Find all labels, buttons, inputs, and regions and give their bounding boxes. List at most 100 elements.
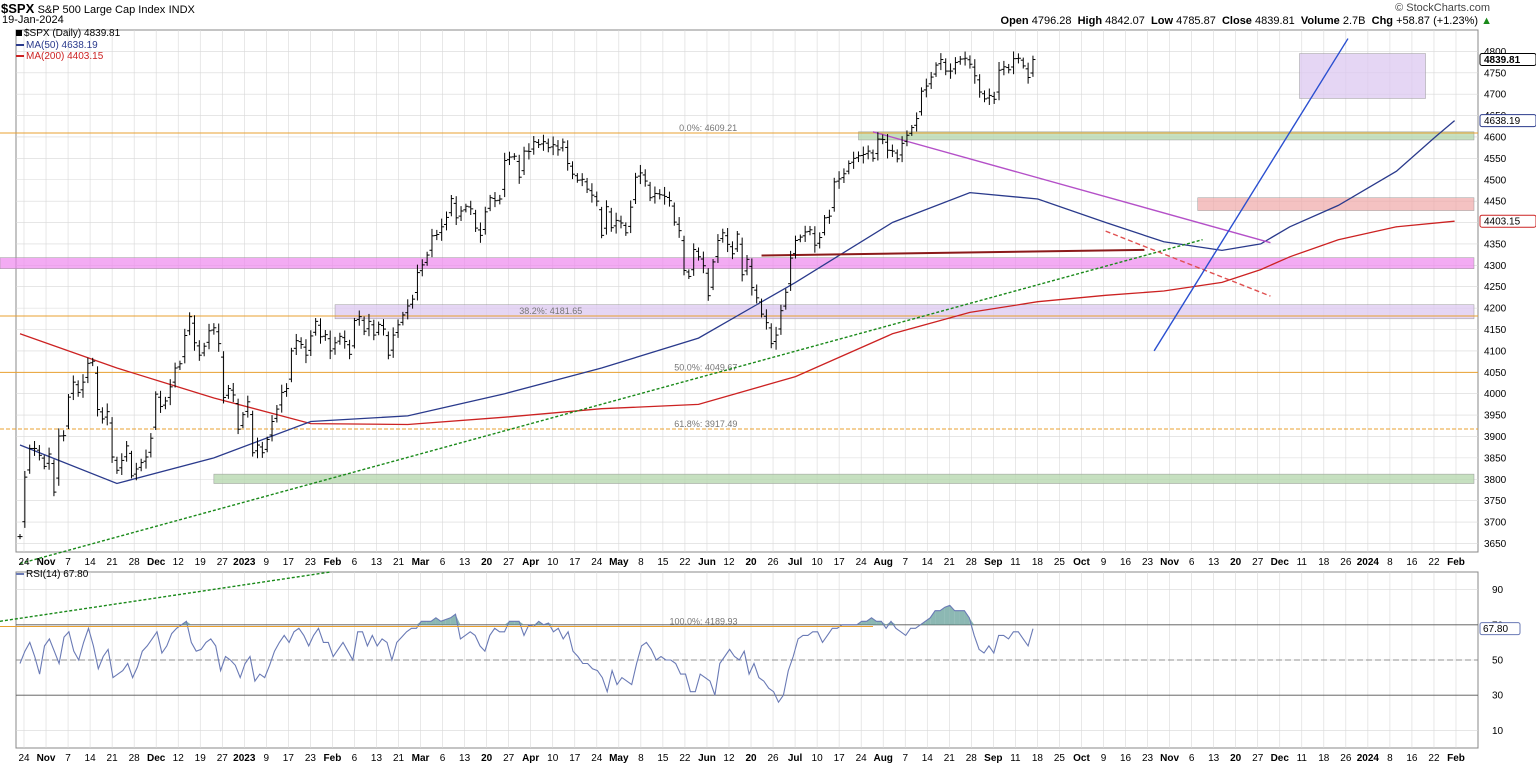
ohlc-bar	[61, 430, 67, 442]
ohlc-bar	[540, 134, 546, 151]
x-tick-label: 13	[371, 753, 383, 764]
y-tick-label: 4000	[1484, 389, 1507, 400]
x-tick-label: 10	[547, 557, 559, 568]
x-tick-label: 24	[591, 753, 603, 764]
ohlc-bar	[32, 441, 38, 456]
ohlc-bar	[700, 251, 706, 274]
ohlc-bar	[342, 330, 348, 349]
x-tick-label: 19	[195, 753, 207, 764]
ohlc-bar	[550, 136, 556, 156]
ohlc-bar	[36, 445, 42, 461]
ohlc-bar	[749, 258, 755, 296]
ohlc-bar	[696, 247, 702, 261]
ohlc-bar	[376, 321, 382, 336]
ohlc-bar	[347, 339, 353, 360]
y-tick-label: 3950	[1484, 411, 1507, 422]
ohlc-bar	[531, 136, 537, 155]
ohlc-bar	[783, 288, 789, 310]
x-tick-label: Jul	[788, 557, 803, 568]
x-tick-label: 11	[1297, 753, 1308, 764]
ohlc-bar	[429, 228, 435, 258]
y-tick-label: 3650	[1484, 539, 1507, 550]
ohlc-bar	[928, 71, 934, 89]
ohlc-bar	[608, 207, 614, 232]
ohlc-bar	[381, 319, 386, 336]
ohlc-bar	[642, 169, 648, 187]
x-tick-label: 18	[1318, 557, 1330, 568]
legend-ma50: MA(50) 4638.19	[16, 40, 98, 51]
ohlc-bar	[565, 140, 571, 171]
ohlc-bar	[686, 269, 692, 280]
x-tick-label: Sep	[984, 753, 1002, 764]
x-tick-label: Jun	[698, 557, 716, 568]
price-frame	[15, 29, 1479, 553]
x-tick-label: 14	[922, 753, 934, 764]
fib-label: 38.2%: 4181.65	[519, 306, 582, 316]
x-tick-label: 12	[723, 753, 735, 764]
x-tick-label: 18	[1318, 753, 1330, 764]
y-tick-label: 4500	[1484, 175, 1507, 186]
zone-green	[858, 131, 1475, 141]
x-tick-label: 13	[1208, 557, 1220, 568]
rsi-tick-label: 30	[1492, 691, 1504, 702]
ohlc-bar	[148, 433, 154, 458]
legend-ma200: MA(200) 4403.15	[16, 51, 103, 62]
x-tick-label: Feb	[1447, 557, 1465, 568]
trendline-green	[19, 238, 1203, 565]
ohlc-bar	[555, 140, 561, 156]
ohlc-bar	[482, 206, 488, 235]
x-tick-label: 11	[1010, 753, 1021, 764]
ohlc-bar	[589, 183, 595, 203]
ohlc-bar	[817, 232, 823, 249]
ohlc-bar	[492, 192, 498, 208]
ohlc-bar	[250, 410, 256, 457]
rsi-overbought-fill	[939, 607, 945, 625]
ohlc-bar	[725, 227, 731, 253]
x-tick-label: 26	[1340, 753, 1352, 764]
rsi-overbought-fill	[861, 621, 867, 625]
ohlc-bar	[424, 251, 430, 266]
ohlc-bar	[327, 330, 333, 360]
ohlc-bar	[603, 200, 609, 235]
ohlc-bar	[594, 191, 600, 207]
x-tick-label: 21	[393, 557, 405, 568]
rsi-overbought-fill	[949, 605, 955, 625]
x-tick-label: 16	[1120, 753, 1132, 764]
x-tick-label: 8	[1387, 753, 1393, 764]
symbol: $SPX	[1, 1, 35, 16]
ohlc-bar	[225, 384, 231, 399]
x-tick-label: 10	[812, 557, 824, 568]
legend-rsi: RSI(14) 67.80	[16, 569, 88, 580]
y-tick-label: 3700	[1484, 518, 1507, 529]
ohlc-bar	[75, 380, 81, 397]
ohlc-bar	[909, 124, 915, 136]
ohlc-bar	[623, 222, 629, 236]
ohlc-bar	[681, 235, 687, 276]
ohlc-bar	[201, 342, 207, 357]
ohlc-bar	[860, 146, 866, 164]
ohlc-bar	[637, 164, 643, 185]
ohlc-bar	[143, 449, 149, 469]
quote-bar: Open 4796.28 High 4842.07 Low 4785.87 Cl…	[1001, 15, 1492, 27]
open-label: Open	[1000, 15, 1029, 27]
x-tick-label: May	[609, 753, 629, 764]
ohlc-bar	[351, 317, 357, 349]
ohlc-bar	[865, 145, 871, 160]
ohlc-bar	[889, 144, 895, 157]
ohlc-bar	[734, 231, 740, 252]
rsi-overbought-fill	[435, 617, 441, 625]
ohlc-bar	[70, 375, 76, 401]
ohlc-bar	[618, 215, 624, 229]
x-axis: 24 24 Nov Nov 7 7 14 14 21 21 28 28 Dec Dec 12 12 19 19 27…	[18, 557, 1464, 764]
ohlc-bar	[99, 407, 105, 424]
x-tick-label: Aug	[873, 753, 892, 764]
x-tick-label: 12	[173, 557, 185, 568]
ohlc-bar	[628, 200, 634, 234]
x-tick-label: Sep	[984, 557, 1002, 568]
y-tick-label: 4550	[1484, 154, 1507, 165]
ohlc-bar	[182, 328, 188, 364]
y-tick-label: 4350	[1484, 239, 1507, 250]
ohlc-bar	[759, 298, 765, 318]
x-tick-label: 13	[1208, 753, 1220, 764]
